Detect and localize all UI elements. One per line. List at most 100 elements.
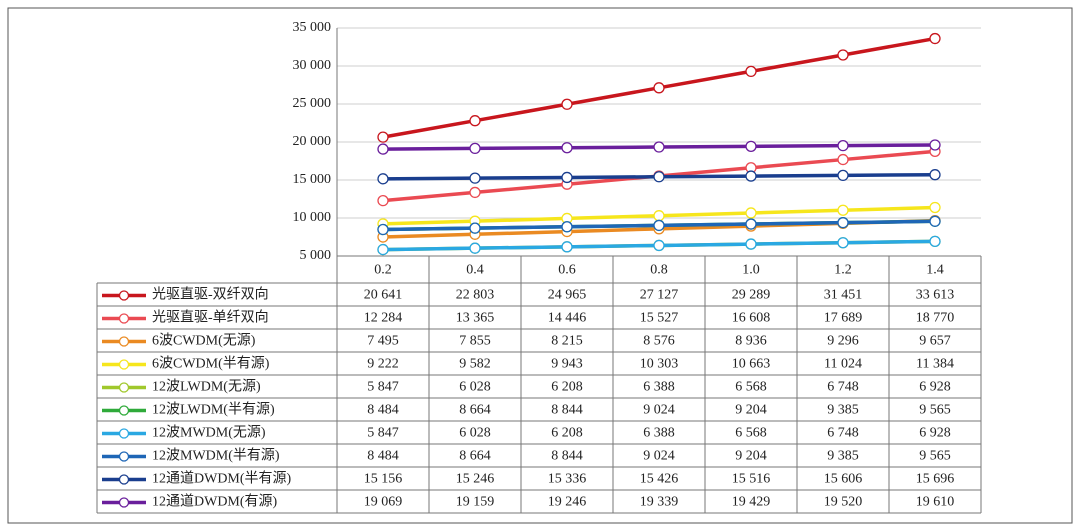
- value-label: 9 204: [735, 449, 767, 464]
- value-label: 6 748: [827, 380, 859, 395]
- point: [561, 142, 573, 154]
- value-label: 18 770: [916, 311, 955, 326]
- point: [561, 171, 573, 184]
- legend-label: 光驱直驱-单纤双向: [152, 309, 269, 326]
- value-label: 8 215: [551, 334, 583, 349]
- value-label: 6 208: [551, 380, 583, 395]
- value-label: 19 246: [548, 495, 587, 510]
- value-label: 9 943: [551, 357, 583, 372]
- point: [837, 237, 849, 249]
- value-label: 16 608: [732, 311, 771, 326]
- value-label: 13 365: [456, 311, 495, 326]
- legend-marker: [118, 359, 130, 370]
- point: [469, 172, 481, 184]
- x-tick-label: 1.2: [834, 263, 852, 278]
- value-label: 8 664: [459, 403, 491, 418]
- point: [929, 201, 941, 214]
- value-label: 19 429: [732, 495, 771, 510]
- legend-label: 12波LWDM(半有源): [152, 402, 275, 418]
- x-tick-label: 0.4: [466, 263, 484, 278]
- legend-label: 6波CWDM(半有源): [152, 356, 270, 372]
- legend-marker: [118, 474, 130, 485]
- value-label: 7 855: [459, 334, 491, 349]
- value-label: 9 582: [459, 357, 491, 372]
- value-label: 19 610: [916, 495, 955, 510]
- legend-label: 12通道DWDM(有源): [152, 494, 278, 510]
- value-label: 9 385: [827, 449, 859, 464]
- x-tick-label: 0.8: [650, 263, 668, 278]
- value-label: 9 024: [643, 449, 675, 464]
- point: [377, 143, 389, 155]
- value-label: 33 613: [916, 288, 955, 303]
- legend-marker: [118, 290, 130, 301]
- frame: [7, 7, 1073, 524]
- value-label: 8 484: [367, 403, 399, 418]
- legend-label: 6波CWDM(无源): [152, 333, 256, 349]
- point: [837, 153, 849, 166]
- point: [469, 115, 481, 127]
- value-label: 9 296: [827, 334, 859, 349]
- legend-marker: [118, 428, 130, 439]
- point: [837, 169, 849, 182]
- y-tick-label: 5 000: [300, 248, 332, 263]
- value-label: 22 803: [456, 288, 495, 303]
- x-tick-label: 1.4: [926, 263, 944, 278]
- legend-marker: [118, 336, 130, 347]
- value-label: 15 527: [640, 311, 679, 326]
- value-label: 10 303: [640, 357, 679, 372]
- point: [653, 219, 665, 232]
- value-label: 9 024: [643, 403, 675, 418]
- value-label: 12 284: [364, 311, 403, 326]
- point: [929, 235, 941, 247]
- value-label: 8 484: [367, 449, 399, 464]
- value-label: 6 748: [827, 426, 859, 441]
- point: [837, 217, 849, 229]
- point: [469, 242, 481, 254]
- y-tick-label: 15 000: [293, 172, 332, 187]
- value-label: 9 565: [919, 449, 951, 464]
- value-label: 6 028: [459, 426, 491, 441]
- point: [469, 186, 481, 199]
- value-label: 9 222: [367, 357, 399, 372]
- point: [377, 194, 389, 207]
- point: [653, 210, 665, 222]
- value-label: 19 159: [456, 495, 495, 510]
- value-label: 6 928: [919, 426, 951, 441]
- legend-marker: [118, 405, 130, 416]
- y-tick-label: 20 000: [293, 134, 332, 149]
- point: [561, 221, 573, 233]
- value-label: 8 576: [643, 334, 675, 349]
- value-label: 17 689: [824, 311, 863, 326]
- legend-marker: [118, 313, 130, 324]
- value-label: 15 516: [732, 472, 771, 487]
- point: [469, 142, 481, 155]
- value-label: 27 127: [640, 288, 679, 303]
- point: [745, 218, 757, 230]
- value-label: 5 847: [367, 426, 399, 441]
- point: [377, 131, 389, 143]
- legend-label: 12波MWDM(无源): [152, 425, 266, 441]
- x-tick-label: 0.6: [558, 263, 576, 278]
- point: [469, 222, 481, 234]
- y-tick-label: 35 000: [293, 20, 332, 35]
- value-label: 9 204: [735, 403, 767, 418]
- point: [653, 141, 665, 153]
- value-label: 8 936: [735, 334, 767, 349]
- legend-label: 12通道DWDM(半有源): [152, 471, 292, 487]
- point: [377, 173, 389, 185]
- value-label: 8 844: [551, 403, 583, 418]
- point: [653, 171, 665, 183]
- point: [929, 215, 941, 227]
- value-label: 19 339: [640, 495, 679, 510]
- point: [745, 170, 757, 182]
- point: [837, 139, 849, 152]
- point: [745, 238, 757, 250]
- point: [929, 32, 941, 45]
- value-label: 9 657: [919, 334, 951, 349]
- value-label: 19 520: [824, 495, 863, 510]
- point: [653, 239, 665, 252]
- point: [745, 65, 757, 78]
- point: [929, 169, 941, 181]
- value-label: 7 495: [367, 334, 399, 349]
